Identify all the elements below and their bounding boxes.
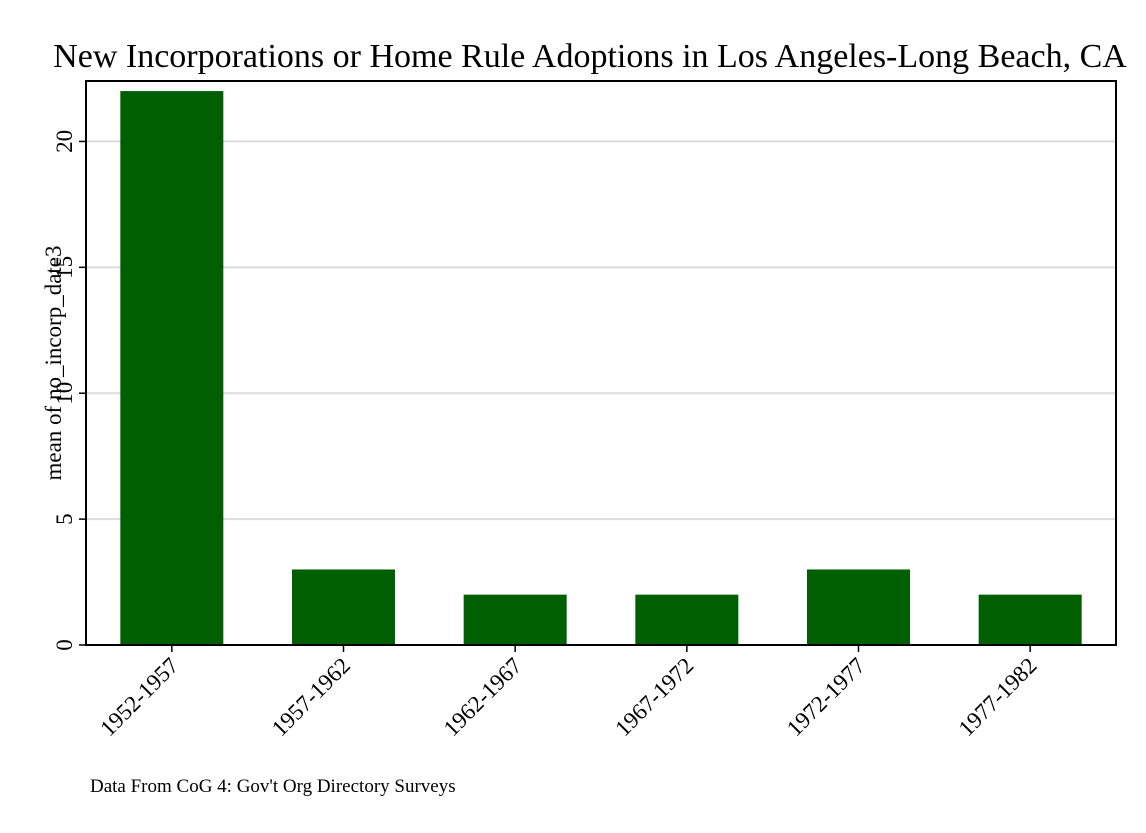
bar-1957-1962 [292, 569, 395, 645]
chart-title: New Incorporations or Home Rule Adoption… [53, 38, 1127, 75]
bar-1962-1967 [463, 594, 567, 645]
bars [120, 91, 1082, 646]
y-tick-label: 0 [52, 639, 77, 651]
y-tick-labels: 0 5 10 15 20 [52, 130, 86, 651]
x-tick-labels: 1952-1957 1957-1962 1962-1967 1967-1972 1972… [95, 645, 1042, 741]
gridlines [87, 140, 1115, 521]
y-tick-label: 5 [52, 513, 77, 525]
y-tick-label: 10 [52, 382, 77, 405]
y-tick-label: 15 [52, 256, 77, 279]
bar-1967-1972 [635, 594, 739, 645]
x-tick-label: 1977-1982 [954, 653, 1042, 741]
bar-1977-1982 [978, 594, 1082, 645]
x-tick-label: 1962-1967 [439, 653, 527, 741]
x-tick-label: 1972-1977 [782, 653, 870, 741]
bar-1952-1957 [120, 91, 224, 646]
x-tick-label: 1952-1957 [95, 653, 183, 741]
x-tick-label: 1957-1962 [267, 653, 355, 741]
y-axis-label: mean of no_incorp_date3 [41, 245, 66, 480]
x-tick-label: 1967-1972 [610, 653, 698, 741]
bar-1972-1977 [807, 569, 910, 645]
y-tick-label: 20 [52, 130, 77, 153]
plot-frame [85, 80, 1117, 646]
source-note: Data From CoG 4: Gov't Org Directory Sur… [90, 776, 456, 797]
